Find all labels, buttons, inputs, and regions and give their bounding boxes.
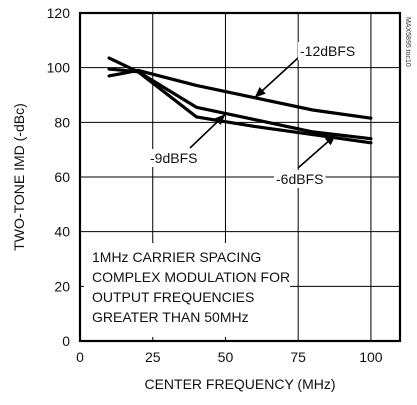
plot-frame	[78, 11, 402, 343]
annotation-label-bg	[274, 170, 326, 188]
annotation-label: -9dBFS	[150, 150, 197, 166]
series-annotations: -12dBFS -9dBFS -6dBFS	[148, 42, 358, 188]
y-tick-label: 80	[54, 114, 70, 130]
x-tick-label: 25	[145, 349, 161, 365]
y-tick-label: 0	[62, 333, 70, 349]
y-tick-label: 120	[47, 5, 71, 21]
note-line: OUTPUT FREQUENCIES	[92, 289, 254, 305]
grid	[80, 13, 400, 341]
x-tick-labels: 0 25 50 75 100	[76, 349, 383, 365]
x-tick-label: 50	[218, 349, 234, 365]
x-tick-label: 75	[290, 349, 306, 365]
annotation-arrow-head	[214, 114, 226, 125]
x-axis-title: CENTER FREQUENCY (MHz)	[144, 376, 335, 392]
annotation-arrow-head	[254, 86, 266, 98]
note-line: COMPLEX MODULATION FOR	[92, 269, 290, 285]
series-line	[107, 67, 373, 141]
y-tick-label: 100	[47, 60, 71, 76]
y-tick-label: 60	[54, 169, 70, 185]
annotation-label-bg	[148, 149, 200, 167]
note-line: GREATER THAN 50MHz	[92, 309, 249, 325]
annotation-label: -6dBFS	[276, 171, 323, 187]
series-lines	[107, 56, 373, 145]
y-tick-labels: 0 20 40 60 80 100 120	[47, 5, 71, 349]
condition-note: 1MHz CARRIER SPACING COMPLEX MODULATION F…	[84, 243, 290, 337]
y-tick-label: 20	[54, 278, 70, 294]
note-background	[84, 243, 290, 337]
y-tick-label: 40	[54, 224, 70, 240]
series-line	[107, 56, 373, 145]
annotation-arrow-head	[324, 134, 336, 146]
figure-id-label: MAX5895 toc10	[404, 17, 411, 67]
annotation-label-bg	[298, 42, 358, 60]
note-line: 1MHz CARRIER SPACING	[92, 249, 261, 265]
x-tick-label: 100	[359, 349, 383, 365]
y-axis-title: TWO-TONE IMD (-dBc)	[11, 103, 27, 251]
annotation-label: -12dBFS	[300, 43, 355, 59]
x-tick-label: 0	[76, 349, 84, 365]
